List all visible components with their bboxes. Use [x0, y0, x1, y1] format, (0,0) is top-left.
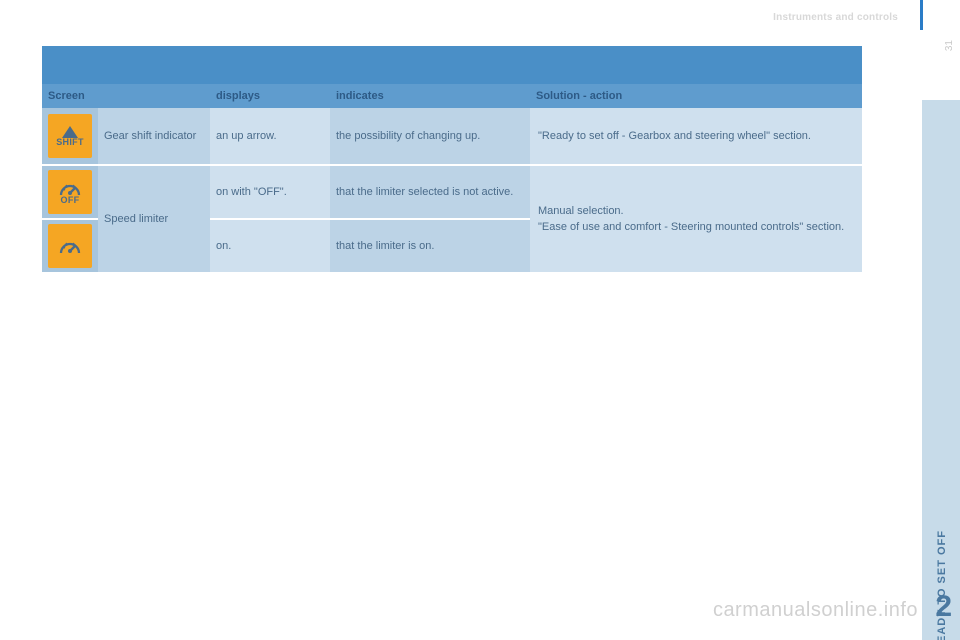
- icon-cell: SHIFT: [42, 108, 98, 166]
- col-indicates: indicates: [330, 90, 530, 102]
- table-band: [42, 46, 862, 84]
- row-solution: Manual selection. "Ease of use and comfo…: [530, 166, 862, 274]
- row-displays: an up arrow.: [210, 108, 330, 166]
- section-header: Instruments and controls: [773, 12, 898, 23]
- row-displays: on with "OFF".: [210, 166, 330, 220]
- speed-limiter-on-icon: [48, 224, 92, 268]
- shift-icon-label: SHIFT: [56, 137, 84, 147]
- sidebar: READY TO SET OFF 2: [922, 100, 960, 640]
- table-row: OFF Speed l: [42, 166, 862, 274]
- row-indicates: that the limiter is on.: [330, 220, 530, 274]
- icon-cell: [42, 220, 98, 274]
- row-solution: "Ready to set off - Gearbox and steering…: [530, 108, 862, 166]
- table-row: SHIFT Gear shift indicator an up arrow. …: [42, 108, 862, 166]
- icon-cell: OFF: [42, 166, 98, 220]
- speed-limiter-off-row: on with "OFF". that the limiter selected…: [210, 166, 530, 220]
- col-solution: Solution - action: [530, 90, 862, 102]
- row-name: Speed limiter: [98, 166, 210, 274]
- shift-up-icon: SHIFT: [48, 114, 92, 158]
- speed-limiter-on-row: on. that the limiter is on.: [210, 220, 530, 274]
- chapter-number: 2: [935, 590, 952, 624]
- watermark: carmanualsonline.info: [713, 599, 918, 622]
- page-number: 31: [944, 40, 955, 51]
- col-screen: Screen: [42, 90, 210, 102]
- page: Instruments and controls 31 Screen displ…: [0, 0, 960, 640]
- speed-limiter-off-icon: OFF: [48, 170, 92, 214]
- speed-limiter-subrows: on with "OFF". that the limiter selected…: [210, 166, 530, 274]
- solution-line: "Ease of use and comfort - Steering moun…: [538, 219, 854, 236]
- row-indicates: the possibility of changing up.: [330, 108, 530, 166]
- indicators-table: Screen displays indicates Solution - act…: [42, 46, 862, 274]
- speed-limiter-icons: OFF: [42, 166, 98, 274]
- solution-line: Manual selection.: [538, 203, 854, 220]
- row-name: Gear shift indicator: [98, 108, 210, 166]
- row-indicates: that the limiter selected is not active.: [330, 166, 530, 220]
- header-accent: [920, 0, 923, 30]
- row-displays: on.: [210, 220, 330, 274]
- table-header-row: Screen displays indicates Solution - act…: [42, 84, 862, 108]
- col-displays: displays: [210, 90, 330, 102]
- off-label: OFF: [61, 195, 80, 205]
